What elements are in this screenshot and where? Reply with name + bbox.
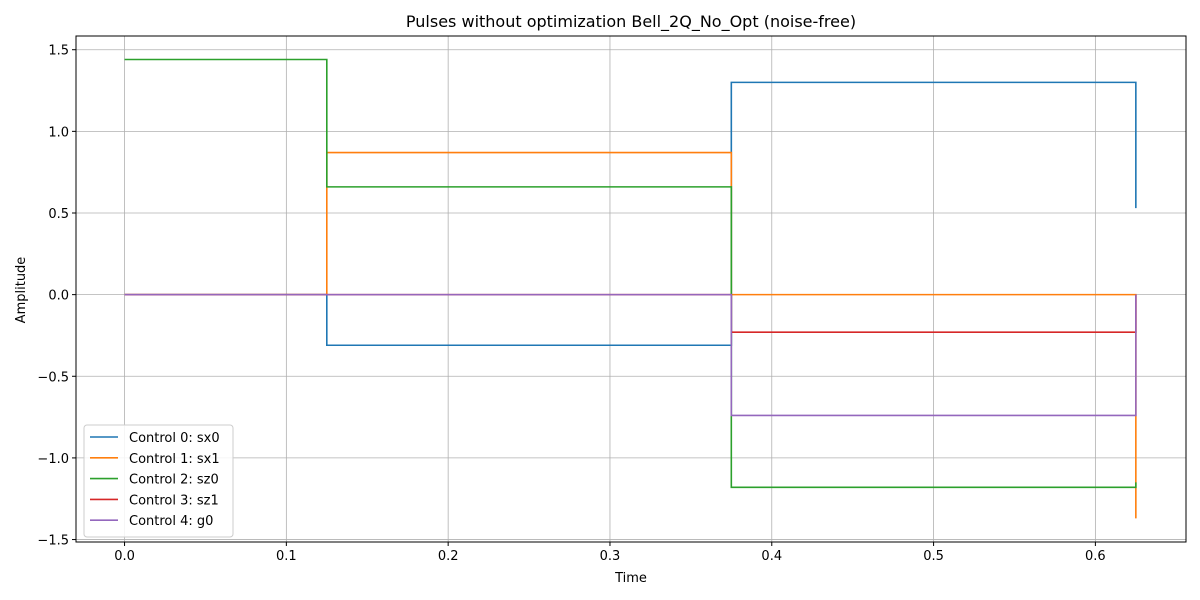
- legend-box: [83, 424, 234, 538]
- legend: Control 0: sx0 Control 1: sx1 Control 2: s…: [83, 424, 234, 538]
- chart-title: Pulses without optimization Bell_2Q_No_O…: [406, 12, 856, 32]
- x-tick-label: 0.0: [114, 549, 135, 564]
- plot-frame: [75, 35, 1187, 543]
- series-line-4: [124, 293, 1137, 417]
- x-tick-label: 0.1: [276, 549, 297, 564]
- x-tick-label: 0.5: [923, 549, 944, 564]
- y-tick-label: 0.0: [48, 289, 69, 304]
- x-axis-label: Time: [614, 571, 647, 586]
- x-tick-label: 0.2: [438, 549, 459, 564]
- y-tick-label: 0.5: [48, 207, 69, 222]
- x-tick-label: 0.6: [1085, 549, 1106, 564]
- legend-entry: Control 4: g0: [129, 514, 213, 529]
- x-tick-label: 0.4: [761, 549, 782, 564]
- series-line-2: [124, 58, 1137, 489]
- y-tick-label: −0.5: [37, 370, 69, 385]
- legend-entry: Control 0: sx0: [129, 431, 220, 446]
- y-tick-label: 1.0: [48, 125, 69, 140]
- y-tick-label: −1.0: [37, 452, 69, 467]
- x-tick-label: 0.3: [600, 549, 621, 564]
- y-tick-label: 1.5: [48, 44, 69, 59]
- y-tick-label: −1.5: [37, 534, 69, 549]
- legend-entry: Control 3: sz1: [129, 493, 219, 508]
- y-axis-label: Amplitude: [14, 257, 29, 324]
- legend-entry: Control 1: sx1: [129, 452, 220, 467]
- series-layer: [124, 58, 1137, 519]
- legend-entry: Control 2: sz0: [129, 473, 219, 488]
- ticks: 0.0 0.1 0.2 0.3 0.4 0.5 0.6 −1.5 −1.0 −0.5 0.0 0.5 1…: [37, 44, 1105, 564]
